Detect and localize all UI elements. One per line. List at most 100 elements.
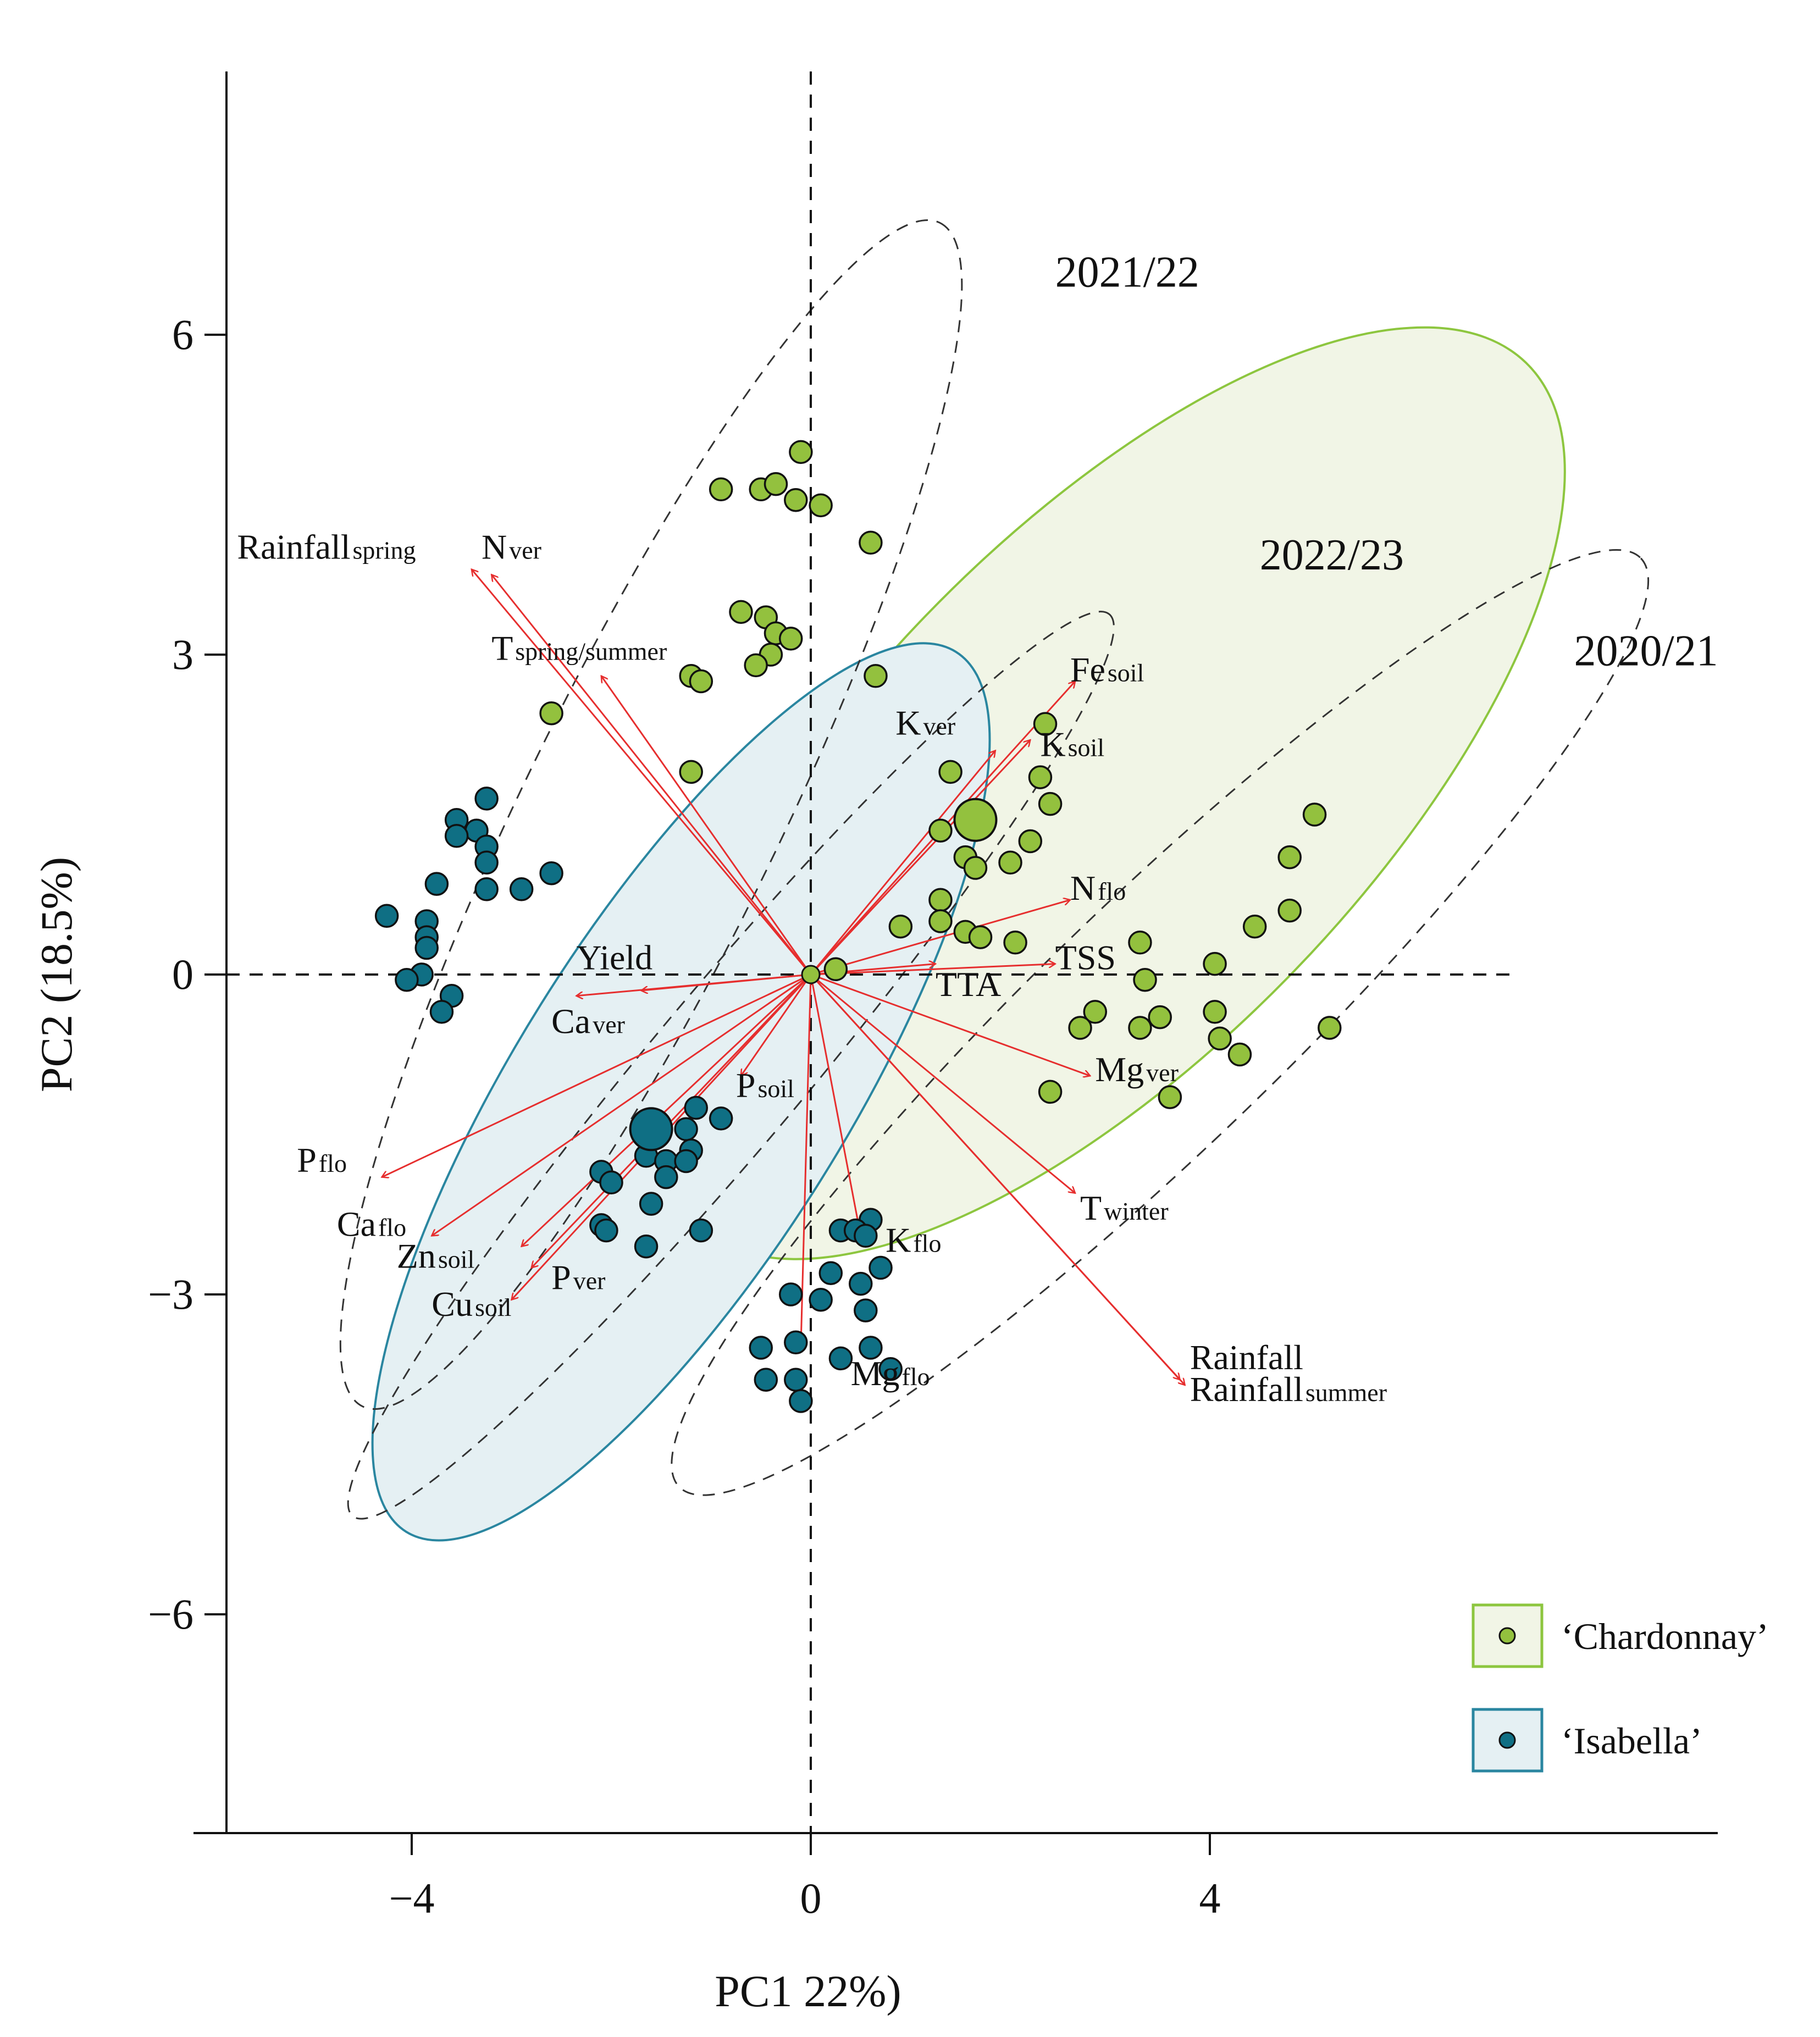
label-tta: TTA — [936, 965, 1001, 1004]
isabella-point — [784, 1368, 808, 1392]
chardonnay-point — [928, 818, 953, 843]
isabella-point — [374, 904, 399, 928]
chardonnay-centroid — [953, 798, 998, 842]
isabella-point — [424, 872, 449, 896]
isabella-point — [809, 1287, 833, 1312]
label-t-winter: Twinter — [1080, 1188, 1169, 1227]
label-sub: flo — [319, 1149, 347, 1177]
chardonnay-point — [864, 664, 888, 688]
label-sub: flo — [902, 1363, 930, 1391]
isabella-point — [674, 1117, 698, 1142]
chardonnay-point — [744, 653, 768, 678]
isabella-point — [749, 1336, 773, 1360]
label-base: Cu — [432, 1285, 473, 1324]
label-base: Ca — [551, 1002, 590, 1041]
chardonnay-point — [1003, 931, 1027, 955]
data-points — [374, 440, 1342, 1413]
label-sub: ver — [573, 1266, 606, 1294]
chardonnay-point — [1133, 967, 1157, 992]
chardonnay-point — [938, 760, 962, 784]
chardonnay-point — [1227, 1042, 1252, 1067]
label-t-spring-summer: Tspring/summer — [491, 629, 667, 668]
arrow-Kflo — [810, 974, 861, 1236]
label-sub: flo — [913, 1229, 941, 1257]
label-k-soil: Ksoil — [1040, 724, 1104, 763]
chardonnay-point — [1242, 914, 1267, 939]
year-ellipse-2021-22 — [339, 219, 963, 1410]
isabella-point — [818, 1261, 843, 1285]
label-base: Mg — [1095, 1050, 1144, 1089]
label-sub: flo — [1098, 877, 1126, 905]
label-sub: ver — [593, 1011, 625, 1039]
arrow-Tspring/summer — [601, 676, 812, 975]
chardonnay-point — [1158, 1085, 1182, 1109]
y-tick-label: −6 — [148, 1590, 193, 1638]
isabella-point — [828, 1346, 853, 1371]
isabella-confidence-ellipse — [371, 642, 991, 1542]
isabella-point — [754, 1368, 778, 1392]
isabella-point — [395, 967, 419, 992]
chardonnay-point — [1038, 791, 1063, 816]
label-base: Rainfall — [1190, 1370, 1303, 1409]
year-ellipses — [339, 219, 1650, 1520]
group-ellipses — [371, 326, 1566, 1542]
isabella-point — [868, 1255, 893, 1280]
isabella-point — [639, 1192, 663, 1216]
label-n-flo: Nflo — [1070, 868, 1126, 907]
label-sub: ver — [923, 712, 955, 740]
label-tss: TSS — [1055, 938, 1116, 977]
label-mg-ver: Mgver — [1095, 1050, 1179, 1089]
label-sub: spring — [353, 536, 416, 564]
arrow-Znsoil — [522, 973, 812, 1247]
reference-lines — [226, 71, 1517, 1833]
arrow-Kver — [810, 751, 995, 975]
isabella-point — [509, 877, 534, 901]
label-sub: ver — [509, 536, 541, 564]
chardonnay-point — [809, 493, 833, 518]
legend: ‘Chardonnay’ ‘Isabella’ — [1472, 1603, 1769, 1773]
chardonnay-point — [1203, 951, 1227, 976]
label-ca-ver: Caver — [551, 1002, 625, 1041]
isabella-point — [854, 1298, 878, 1322]
label-sub: soil — [438, 1246, 474, 1274]
label-k-ver: Kver — [895, 704, 955, 743]
label-base: Fe — [1070, 650, 1105, 689]
x-tick-label: 4 — [1199, 1874, 1221, 1922]
x-tick-label: 0 — [800, 1874, 822, 1922]
isabella-point — [859, 1336, 883, 1360]
chardonnay-point — [789, 440, 813, 464]
label-base: N — [1070, 868, 1096, 907]
arrow-Caver — [576, 973, 811, 996]
chardonnay-point — [709, 477, 733, 502]
arrow-Pflo — [382, 973, 811, 1177]
label-ca-flo: Caflo — [337, 1204, 406, 1243]
chardonnay-point — [1128, 931, 1152, 955]
year-ellipse-2020-21 — [671, 549, 1650, 1496]
chardonnay-point — [928, 888, 953, 912]
label-mg-flo: Mgflo — [851, 1354, 930, 1393]
label-sub: soil — [1068, 733, 1104, 761]
chardonnay-point — [679, 760, 703, 784]
label-base: TTA — [936, 965, 1001, 1004]
isabella-point — [634, 1234, 659, 1259]
x-axis-title: PC1 22%) — [715, 1966, 901, 2016]
arrow-Ksoil — [810, 740, 1030, 976]
label-n-ver: Nver — [482, 527, 541, 566]
label-base: P — [297, 1141, 317, 1180]
label-rainfall: Rainfall — [1190, 1338, 1303, 1377]
chardonnay-point — [1277, 898, 1302, 923]
chardonnay-point — [729, 600, 753, 624]
arrow-Psoil — [741, 974, 812, 1076]
arrow-Mgflo — [801, 974, 812, 1348]
label-base: Ca — [337, 1204, 376, 1243]
label-sub: summer — [1305, 1379, 1387, 1407]
label-base: T — [1080, 1188, 1102, 1227]
arrow-Rainfallspring — [472, 569, 812, 975]
chardonnay-point — [1068, 1016, 1092, 1040]
arrow-Nflo — [810, 900, 1070, 976]
isabella-point — [474, 787, 499, 811]
arrow-Nver — [491, 575, 812, 975]
chardonnay-point — [778, 627, 803, 651]
chardonnay-point — [968, 925, 993, 949]
